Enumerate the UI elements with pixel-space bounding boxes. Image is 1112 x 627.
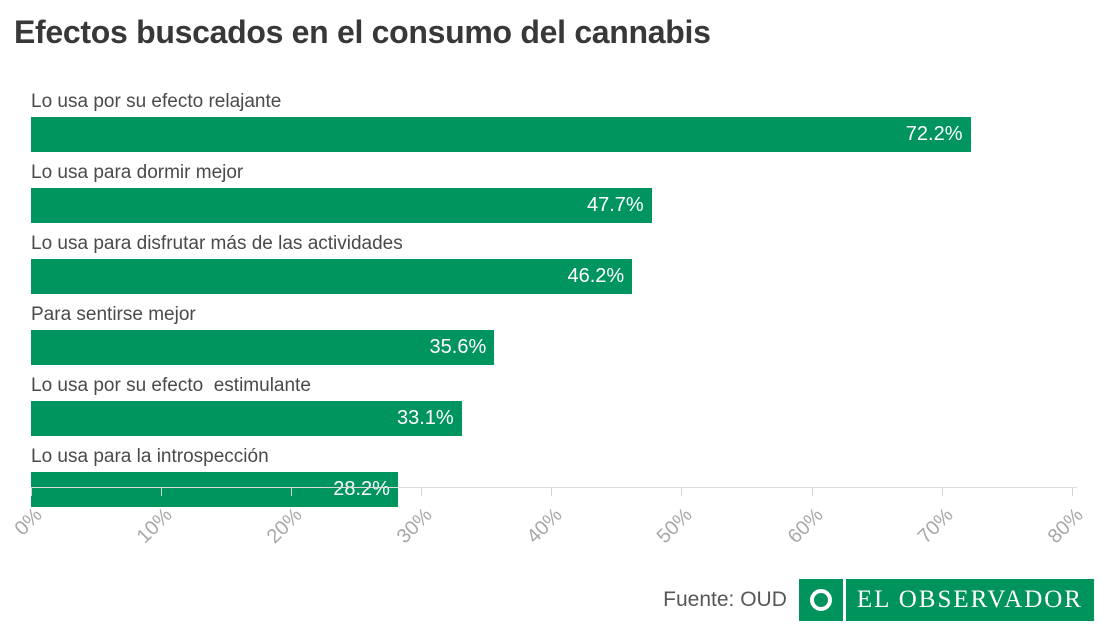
bar: 46.2% xyxy=(31,259,633,294)
bar-row: Lo usa por su efecto relajante 72.2% xyxy=(31,90,1072,152)
bar: 28.2% xyxy=(31,472,398,507)
value-label: 47.7% xyxy=(586,194,644,216)
category-label: Para sentirse mejor xyxy=(31,304,196,325)
axis-tick xyxy=(31,488,32,496)
value-label: 33.1% xyxy=(396,407,454,429)
ring-icon xyxy=(809,589,832,611)
bar-row: Lo usa para dormir mejor 47.7% xyxy=(31,161,1072,223)
axis-tick xyxy=(421,488,423,496)
axis-tick xyxy=(161,488,163,496)
axis-tick-label: 50% xyxy=(653,504,698,548)
x-axis: 0% 10% 20% 30% 40% 50% 60% 70% 80% xyxy=(11,487,1087,567)
bar: 72.2% xyxy=(31,117,971,152)
axis-tick xyxy=(1071,488,1073,496)
bar-row: Para sentirse mejor 35.6% xyxy=(31,303,1072,365)
page-title: Efectos buscados en el consumo del canna… xyxy=(14,14,711,50)
axis-tick-label: 60% xyxy=(783,504,828,548)
category-label: Lo usa para la introspección xyxy=(31,446,269,467)
value-label: 35.6% xyxy=(429,336,487,358)
axis-tick xyxy=(551,488,553,496)
axis-tick xyxy=(681,488,683,496)
category-label: Lo usa por su efecto relajante xyxy=(31,91,282,112)
bar-row: Lo usa para disfrutar más de las activid… xyxy=(31,232,1072,294)
category-label: Lo usa por su efecto estimulante xyxy=(31,375,311,396)
bar-chart: Lo usa por su efecto relajante 72.2% Lo … xyxy=(31,90,1072,516)
axis-tick xyxy=(941,488,943,496)
value-label: 72.2% xyxy=(905,123,963,145)
logo-wordmark: EL OBSERVADOR xyxy=(845,579,1094,621)
axis-tick xyxy=(811,488,813,496)
el-observador-logo: EL OBSERVADOR xyxy=(798,579,1094,621)
bar-row: Lo usa por su efecto estimulante 33.1% xyxy=(31,374,1072,436)
bar: 47.7% xyxy=(31,188,652,223)
axis-tick-label: 40% xyxy=(523,504,567,548)
value-label: 28.2% xyxy=(333,478,390,500)
value-label: 46.2% xyxy=(567,265,625,287)
footer: Fuente: OUD EL OBSERVADOR xyxy=(663,579,1094,621)
bar: 35.6% xyxy=(31,330,495,365)
logo-square xyxy=(798,579,843,621)
axis-tick xyxy=(291,488,293,496)
source-text: Fuente: OUD xyxy=(663,588,787,611)
category-label: Lo usa para disfrutar más de las activid… xyxy=(31,233,403,254)
axis-tick-label: 70% xyxy=(913,504,958,548)
axis-tick-label: 10% xyxy=(132,504,177,548)
bar-row: Lo usa para la introspección 28.2% xyxy=(31,445,1072,507)
bar: 33.1% xyxy=(31,401,462,436)
axis-tick-label: 0% xyxy=(10,504,47,540)
axis-tick-label: 30% xyxy=(392,504,437,548)
axis-tick-label: 80% xyxy=(1043,504,1088,548)
category-label: Lo usa para dormir mejor xyxy=(31,162,244,183)
axis-tick-label: 20% xyxy=(262,504,307,548)
